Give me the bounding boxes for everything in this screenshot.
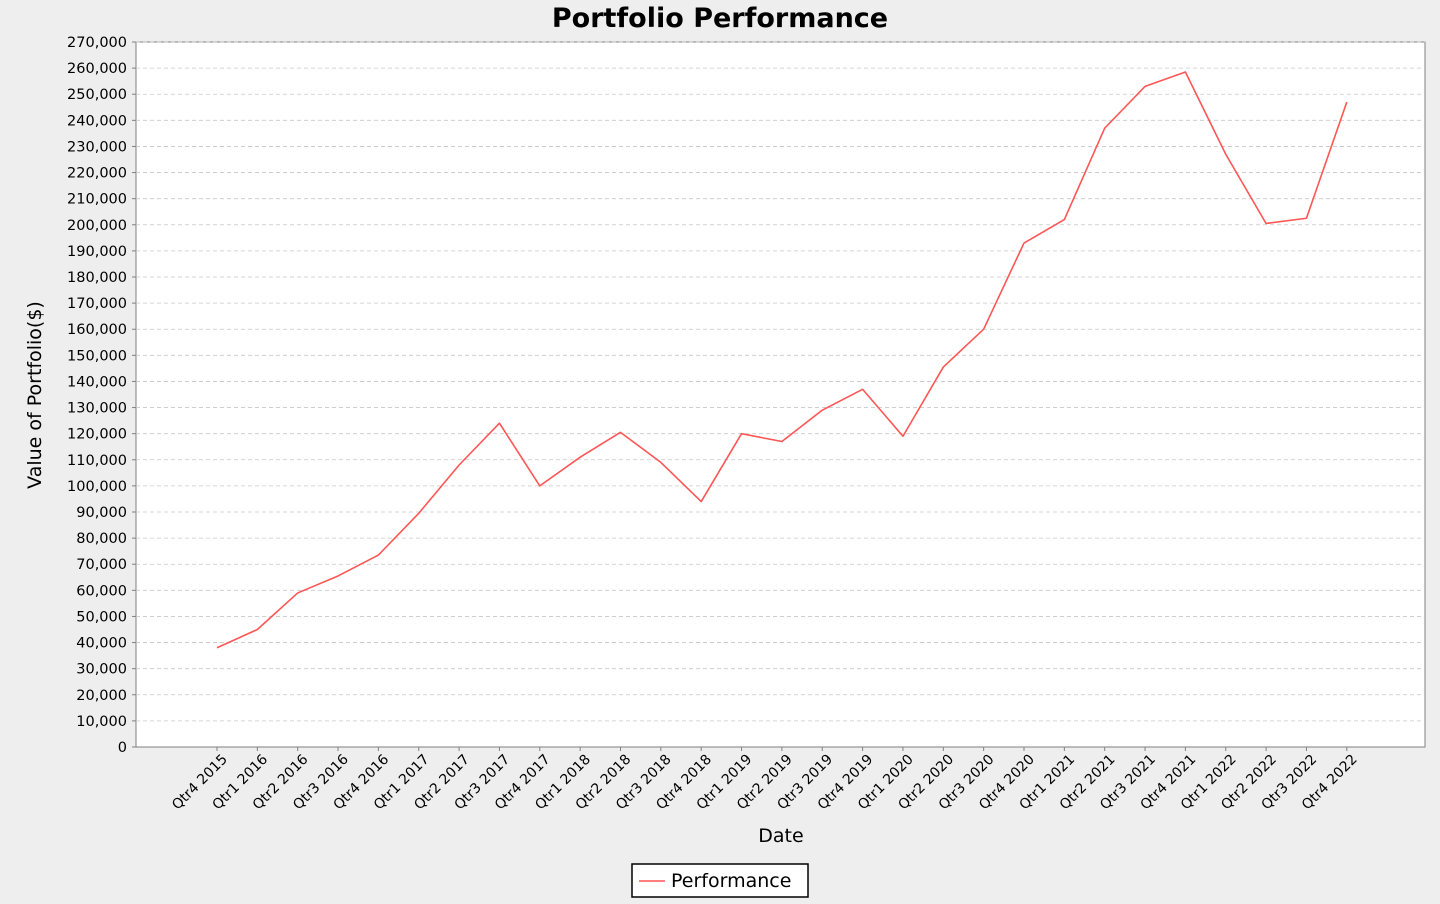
y-tick-label: 100,000 xyxy=(67,479,127,495)
chart-title: Portfolio Performance xyxy=(552,3,888,34)
series-layer xyxy=(216,71,1348,649)
y-tick-label: 230,000 xyxy=(67,139,127,155)
y-tick-label: 60,000 xyxy=(76,583,127,599)
series-line-performance xyxy=(216,71,1348,649)
y-tick-label: 150,000 xyxy=(67,348,127,364)
y-tick-label: 20,000 xyxy=(76,688,127,704)
y-tick-label: 240,000 xyxy=(67,113,127,129)
y-tick-label: 90,000 xyxy=(76,505,127,521)
y-tick-label: 30,000 xyxy=(76,662,127,678)
y-tick-label: 160,000 xyxy=(67,322,127,338)
y-tick-label: 40,000 xyxy=(76,636,127,652)
y-tick-label: 220,000 xyxy=(67,166,127,182)
y-tick-label: 180,000 xyxy=(67,270,127,286)
legend: Performance xyxy=(631,863,809,898)
y-tick-label: 250,000 xyxy=(67,87,127,103)
y-tick-label: 140,000 xyxy=(67,374,127,390)
y-tick-label: 200,000 xyxy=(67,218,127,234)
y-tick-label: 10,000 xyxy=(76,714,127,730)
y-tick-label: 110,000 xyxy=(67,453,127,469)
plot-area xyxy=(135,41,1426,748)
legend-label-performance: Performance xyxy=(671,870,791,892)
x-axis-label: Date xyxy=(758,825,803,847)
y-tick-label: 0 xyxy=(118,740,127,756)
y-axis-ticks: 0 10,000 20,000 30,000 40,000 50,000 60,000 70,… xyxy=(67,35,136,756)
gridlines xyxy=(136,41,1425,722)
y-tick-label: 260,000 xyxy=(67,61,127,77)
y-tick-label: 190,000 xyxy=(67,244,127,260)
y-tick-label: 80,000 xyxy=(76,531,127,547)
y-tick-label: 50,000 xyxy=(76,609,127,625)
y-axis-label: Value of Portfolio($) xyxy=(24,301,46,489)
y-tick-label: 130,000 xyxy=(67,401,127,417)
y-tick-label: 210,000 xyxy=(67,192,127,208)
y-tick-label: 270,000 xyxy=(67,35,127,51)
y-tick-label: 170,000 xyxy=(67,296,127,312)
y-tick-label: 120,000 xyxy=(67,427,127,443)
y-tick-label: 70,000 xyxy=(76,557,127,573)
